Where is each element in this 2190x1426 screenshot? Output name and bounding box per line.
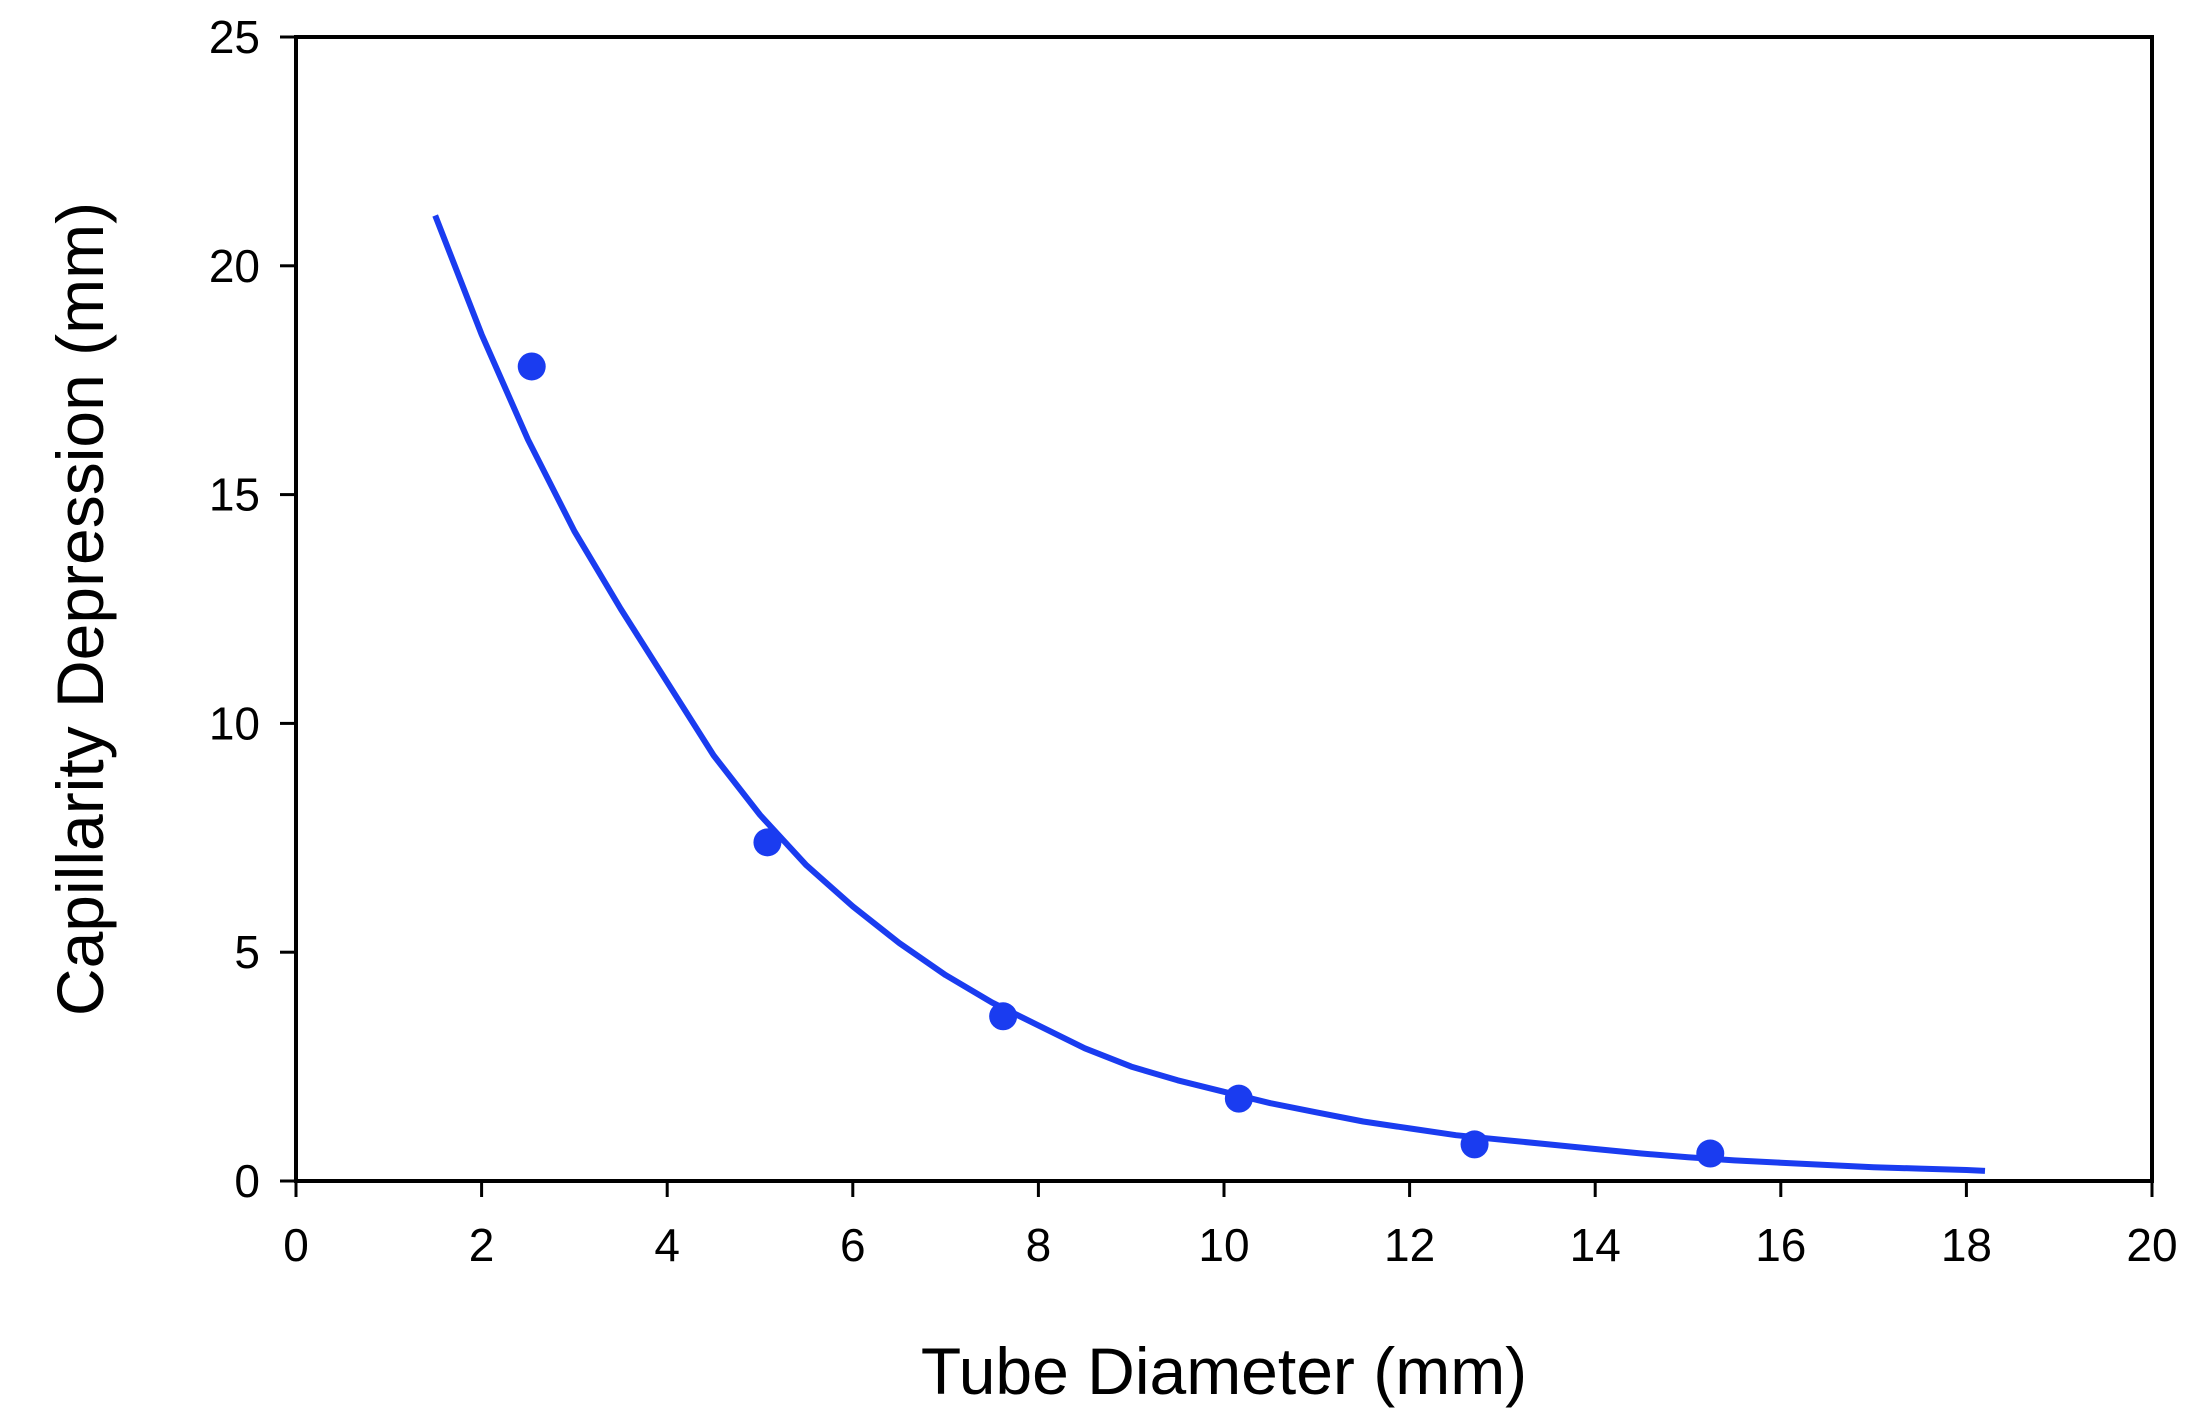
x-tick-label: 4 (654, 1219, 680, 1271)
x-tick-label: 14 (1570, 1219, 1621, 1271)
x-axis-title: Tube Diameter (mm) (921, 1334, 1527, 1408)
y-tick-label: 25 (209, 11, 260, 63)
data-point (1696, 1139, 1725, 1168)
data-point (1460, 1130, 1489, 1159)
plot-area-frame (294, 35, 2154, 1183)
y-tick-label: 20 (209, 240, 260, 292)
x-tick-label: 10 (1198, 1219, 1249, 1271)
data-point (753, 828, 782, 857)
x-tick-label: 20 (2126, 1219, 2177, 1271)
y-tick-label: 10 (209, 697, 260, 749)
x-tick-label: 8 (1026, 1219, 1052, 1271)
data-point (989, 1002, 1018, 1031)
x-tick-label: 16 (1755, 1219, 1806, 1271)
y-tick-label: 0 (234, 1155, 260, 1207)
x-tick-label: 12 (1384, 1219, 1435, 1271)
trendline-curve (432, 214, 1986, 1174)
y-tick-label: 5 (234, 926, 260, 978)
x-tick-label: 18 (1941, 1219, 1992, 1271)
x-tick-label: 2 (469, 1219, 495, 1271)
y-axis-title: Capillarity Depression (mm) (43, 202, 117, 1016)
x-tick-label: 6 (840, 1219, 866, 1271)
y-tick-label: 15 (209, 469, 260, 521)
data-point (517, 352, 546, 381)
x-tick-label: 0 (283, 1219, 309, 1271)
plot-series (432, 214, 1986, 1174)
axis-ticks: 0 2 4 6 8 10 12 14 16 18 20 0 5 10 15 20 25 (209, 11, 2178, 1271)
data-point (1224, 1084, 1253, 1113)
